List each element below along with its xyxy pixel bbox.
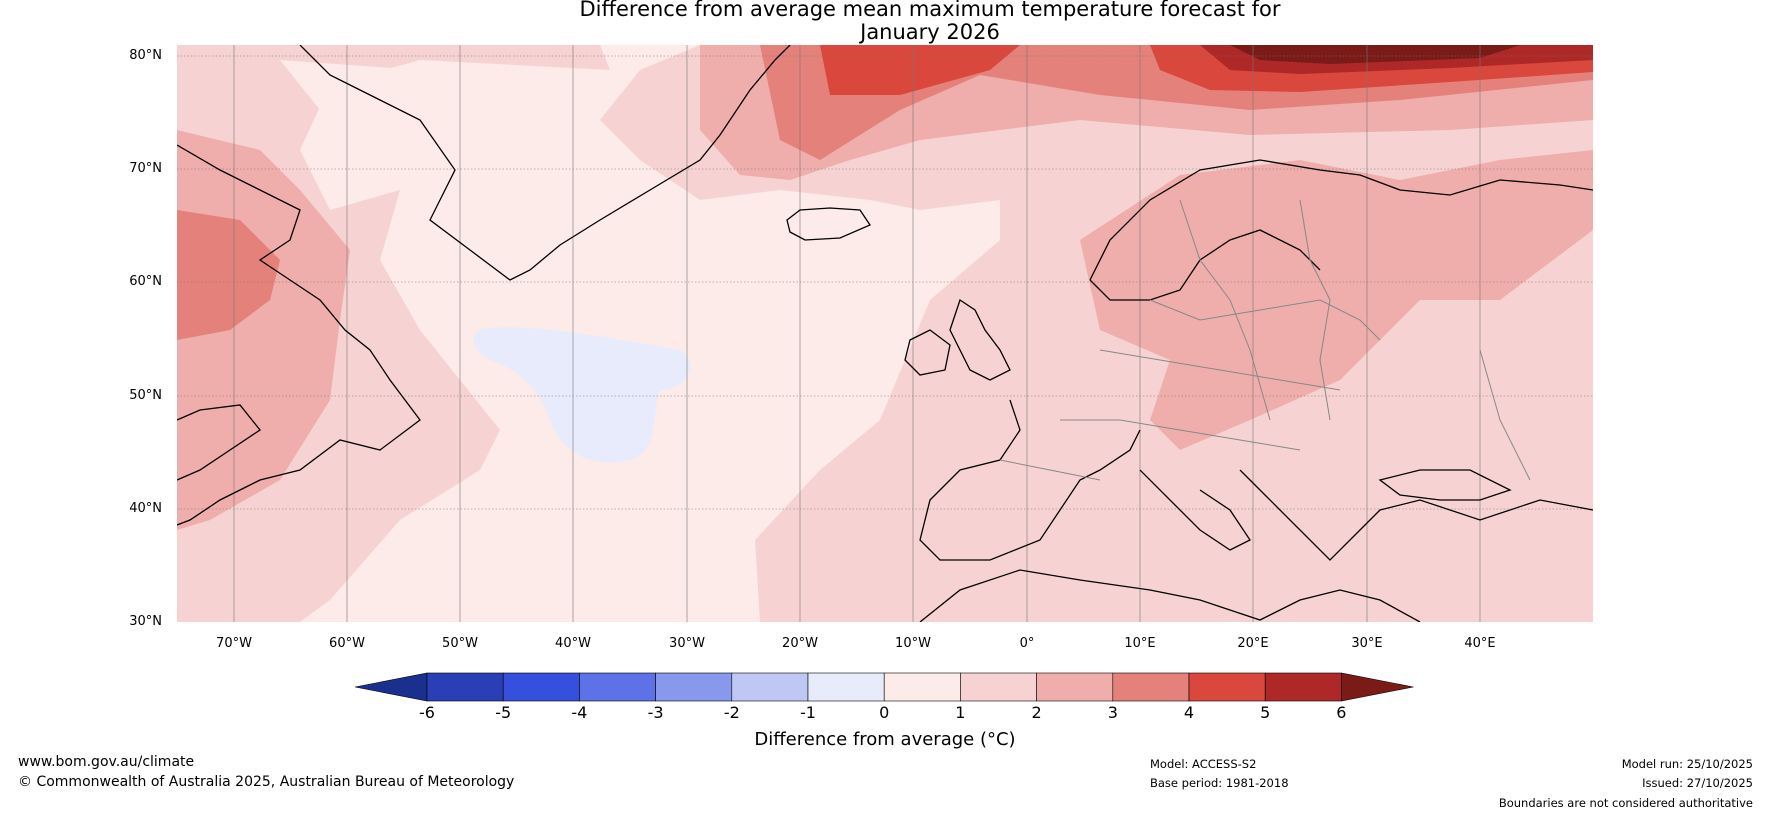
border-line-2 [1099, 349, 1341, 391]
lat-label-80n: 80°N [129, 48, 162, 63]
lon-label-70w: 70°W [216, 636, 252, 651]
lon-label-0: 0° [1019, 636, 1035, 651]
colorbar-segment [502, 672, 580, 702]
lat-label-40n: 40°N [129, 501, 162, 516]
colorbar-segments [354, 672, 1414, 702]
border-line-4 [1299, 199, 1331, 421]
britain-coast [949, 298, 1011, 381]
colorbar-tick-label: 5 [1260, 703, 1271, 722]
border-line-1 [1149, 299, 1381, 341]
field-band-3-4-canada [177, 210, 280, 340]
graticule [177, 55, 1593, 510]
country-borders [999, 199, 1531, 481]
map-title: Difference from average mean maximum tem… [0, 0, 1770, 44]
issued-date: Issued: 27/10/2025 [1642, 776, 1753, 790]
colorbar-tick-label: -4 [571, 703, 588, 722]
border-line-6 [999, 459, 1101, 481]
colorbar-tick-label: 6 [1336, 703, 1347, 722]
colorbar-segment [1036, 672, 1114, 702]
greenland-coast [299, 45, 791, 281]
lon-label-30e: 30°E [1351, 636, 1383, 651]
lon-label-20w: 20°W [782, 636, 818, 651]
coastlines [177, 45, 1593, 622]
lon-label-20e: 20°E [1237, 636, 1269, 651]
colorbar-segment [1264, 672, 1342, 702]
colorbar-segment [883, 672, 961, 702]
colorbar-segment [1188, 672, 1266, 702]
colorbar-tick-label: 2 [1031, 703, 1042, 722]
field-band-above-6-barents [1230, 45, 1520, 64]
newfoundland-coast [177, 404, 261, 481]
lon-label-10w: 10°W [895, 636, 931, 651]
colorbar-segment [731, 672, 809, 702]
colorbar-label: Difference from average (°C) [754, 729, 1016, 750]
anomaly-field [177, 45, 1593, 622]
colorbar-tick-label: -3 [647, 703, 664, 722]
colorbar-tick-label: -1 [800, 703, 816, 722]
field-band-2-3-europe [1080, 150, 1593, 450]
title-line-2: January 2026 [860, 20, 1000, 44]
field-band-4-5-svalbard-west [820, 45, 1020, 95]
boundaries-disclaimer: Boundaries are not considered authoritat… [1498, 796, 1753, 810]
colorbar-tick-label: 0 [879, 703, 890, 722]
iceland-coast [786, 207, 871, 241]
border-line-7 [1479, 349, 1531, 481]
colorbar-segment [426, 672, 504, 702]
base-period: Base period: 1981-2018 [1150, 776, 1289, 790]
border-line-3 [1179, 199, 1271, 421]
balkans-turkey-coast [1239, 469, 1593, 561]
labrador-coast [177, 144, 421, 526]
colorbar-tick-label: 1 [955, 703, 966, 722]
website-link[interactable]: www.bom.gov.au/climate [18, 754, 195, 770]
lon-label-30w: 30°W [669, 636, 705, 651]
colorbar-segment [655, 672, 733, 702]
iberia-france-coast [919, 399, 1141, 561]
scandinavia-north-coast [1089, 159, 1593, 281]
colorbar-segment [579, 672, 656, 702]
north-africa-coast [919, 569, 1421, 622]
model-run-date: Model run: 25/10/2025 [1621, 757, 1753, 771]
ireland-coast [904, 329, 951, 376]
lat-label-60n: 60°N [129, 274, 162, 289]
colorbar-segment [960, 672, 1037, 702]
italy-coast [1139, 469, 1251, 551]
lat-label-50n: 50°N [129, 388, 162, 403]
colorbar-tick-label: -6 [419, 703, 435, 722]
colorbar-tick-label: 3 [1107, 703, 1118, 722]
lat-label-30n: 30°N [129, 614, 162, 629]
field-band-minus-1-0-atlantic [473, 327, 691, 463]
lon-label-40w: 40°W [555, 636, 591, 651]
colorbar-extend-low [354, 672, 428, 702]
model-name: Model: ACCESS-S2 [1150, 757, 1257, 771]
copyright-text: © Commonwealth of Australia 2025, Austra… [18, 774, 515, 790]
colorbar-segment [807, 672, 885, 702]
colorbar-extend-high [1341, 672, 1414, 702]
border-line-5 [1060, 419, 1301, 451]
title-line-1: Difference from average mean maximum tem… [579, 0, 1281, 21]
lon-label-50w: 50°W [442, 636, 478, 651]
lon-label-40e: 40°E [1464, 636, 1496, 651]
black-sea-coast [1378, 469, 1512, 501]
lon-label-60w: 60°W [329, 636, 365, 651]
colorbar-tick-label: -5 [495, 703, 512, 722]
field-band-0-1-greenland [280, 60, 420, 130]
colorbar-segment [1112, 672, 1190, 702]
lat-label-70n: 70°N [129, 161, 162, 176]
meridians [233, 45, 1481, 622]
colorbar-tick-label: -2 [723, 703, 740, 722]
colorbar-tick-label: 4 [1183, 703, 1195, 722]
lon-label-10e: 10°E [1124, 636, 1156, 651]
